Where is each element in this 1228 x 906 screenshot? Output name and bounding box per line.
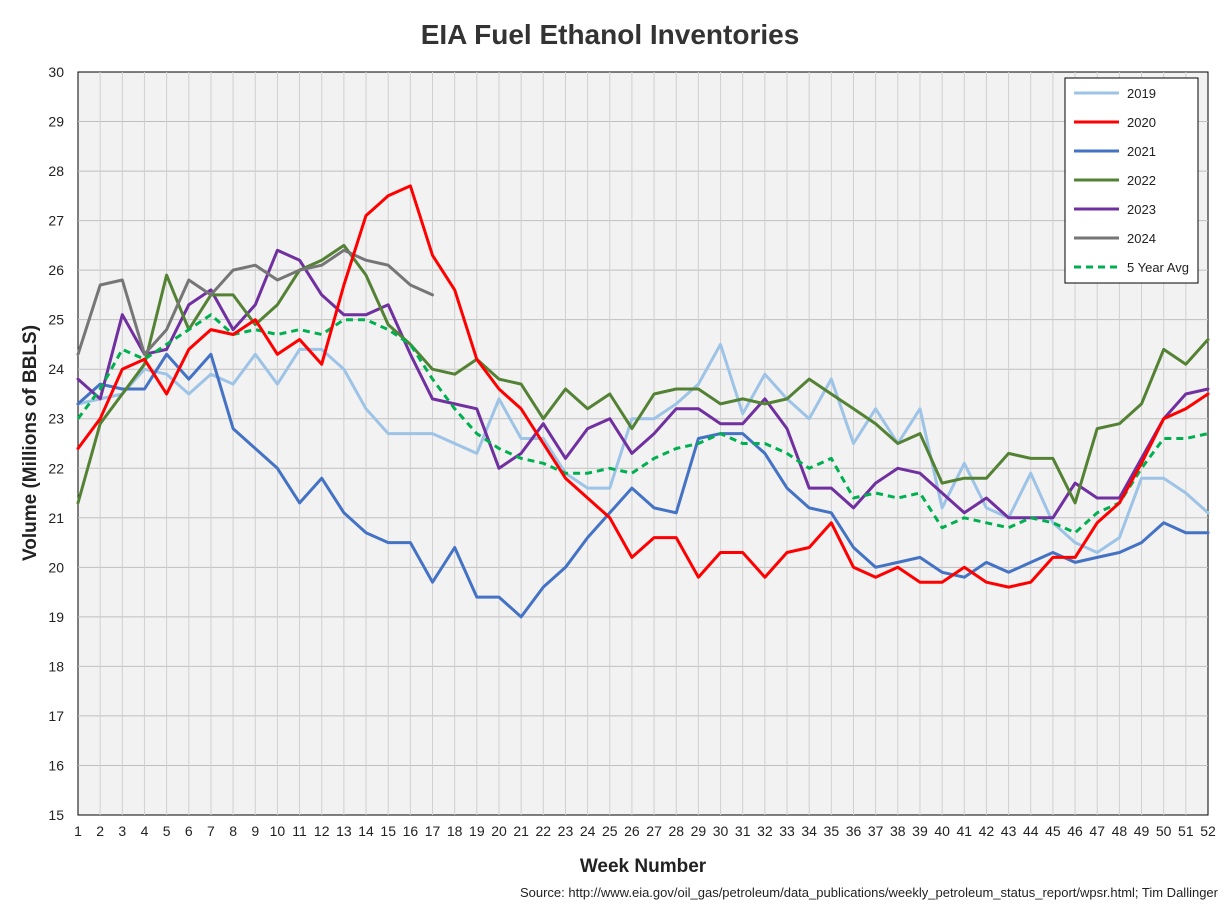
x-tick-label: 8 bbox=[229, 823, 237, 839]
legend-label: 2022 bbox=[1127, 173, 1156, 188]
legend-label: 2020 bbox=[1127, 115, 1156, 130]
series-line-2023 bbox=[76, 248, 1210, 520]
y-tick-label: 27 bbox=[48, 213, 64, 229]
y-tick-label: 22 bbox=[48, 460, 64, 476]
x-tick-label: 11 bbox=[292, 823, 307, 839]
y-tick-label: 21 bbox=[48, 510, 64, 526]
series-line-2022 bbox=[76, 243, 1210, 505]
x-tick-label: 23 bbox=[558, 823, 574, 839]
x-tick-label: 45 bbox=[1045, 823, 1061, 839]
x-tick-label: 29 bbox=[691, 823, 707, 839]
x-tick-label: 21 bbox=[513, 823, 529, 839]
y-tick-label: 20 bbox=[48, 559, 64, 575]
x-tick-label: 26 bbox=[624, 823, 640, 839]
x-axis-label: Week Number bbox=[580, 856, 707, 877]
series-line-2024 bbox=[76, 248, 434, 356]
x-tick-label: 37 bbox=[868, 823, 884, 839]
x-tick-label: 12 bbox=[314, 823, 330, 839]
x-tick-label: 27 bbox=[646, 823, 662, 839]
x-tick-label: 48 bbox=[1112, 823, 1128, 839]
x-tick-label: 43 bbox=[1001, 823, 1017, 839]
x-tick-label: 49 bbox=[1134, 823, 1150, 839]
y-axis-label: Volume (Millions of BBLS) bbox=[20, 325, 41, 561]
x-tick-label: 4 bbox=[141, 823, 149, 839]
legend-label: 2021 bbox=[1127, 144, 1156, 159]
y-tick-label: 17 bbox=[48, 708, 64, 724]
x-tick-label: 34 bbox=[801, 823, 817, 839]
x-tick-label: 52 bbox=[1200, 823, 1216, 839]
x-tick-label: 38 bbox=[890, 823, 906, 839]
x-tick-label: 9 bbox=[251, 823, 259, 839]
y-tick-label: 26 bbox=[48, 262, 64, 278]
x-tick-label: 13 bbox=[336, 823, 352, 839]
y-tick-label: 30 bbox=[48, 64, 64, 80]
x-tick-label: 28 bbox=[668, 823, 684, 839]
series-line-2019 bbox=[76, 342, 1210, 554]
x-tick-label: 40 bbox=[934, 823, 950, 839]
x-tick-label: 41 bbox=[956, 823, 972, 839]
x-tick-label: 30 bbox=[713, 823, 729, 839]
y-tick-label: 15 bbox=[48, 807, 64, 823]
legend-label: 2019 bbox=[1127, 86, 1156, 101]
x-tick-label: 20 bbox=[491, 823, 507, 839]
x-tick-label: 3 bbox=[118, 823, 126, 839]
y-tick-label: 24 bbox=[48, 361, 64, 377]
x-tick-label: 18 bbox=[447, 823, 463, 839]
x-tick-label: 10 bbox=[270, 823, 286, 839]
x-tick-label: 46 bbox=[1067, 823, 1083, 839]
chart-title: EIA Fuel Ethanol Inventories bbox=[421, 19, 800, 50]
y-tick-label: 18 bbox=[48, 658, 64, 674]
legend: 2019 2020 2021 2022 2023 2024 5 Year Avg bbox=[1064, 77, 1199, 284]
x-tick-label: 19 bbox=[469, 823, 485, 839]
y-tick-labels: 15 16 17 18 19 20 21 22 23 24 25 26 27 28 29 30 bbox=[48, 64, 64, 823]
x-tick-label: 36 bbox=[846, 823, 862, 839]
series-line-5-year-avg bbox=[76, 313, 1209, 535]
x-tick-label: 42 bbox=[979, 823, 995, 839]
x-tick-label: 22 bbox=[536, 823, 552, 839]
x-tick-label: 44 bbox=[1023, 823, 1039, 839]
x-tick-label: 39 bbox=[912, 823, 928, 839]
source-note: Source: http://www.eia.gov/oil_gas/petro… bbox=[520, 885, 1219, 900]
x-tick-label: 25 bbox=[602, 823, 618, 839]
x-tick-label: 5 bbox=[163, 823, 171, 839]
x-tick-label: 35 bbox=[824, 823, 840, 839]
x-tick-label: 31 bbox=[735, 823, 751, 839]
x-tick-label: 1 bbox=[74, 823, 82, 839]
legend-label: 2023 bbox=[1127, 202, 1156, 217]
y-tick-label: 28 bbox=[48, 163, 64, 179]
y-tick-label: 25 bbox=[48, 312, 64, 328]
x-tick-label: 15 bbox=[380, 823, 396, 839]
series-line-2021 bbox=[76, 352, 1210, 619]
series-lines bbox=[76, 184, 1210, 619]
x-tick-label: 6 bbox=[185, 823, 193, 839]
y-tick-label: 19 bbox=[48, 609, 64, 625]
y-tick-label: 29 bbox=[48, 114, 64, 130]
x-tick-label: 50 bbox=[1156, 823, 1172, 839]
x-tick-labels: 1 2 3 4 5 6 7 8 9 10 11 12 13 14 15 16 17 18 19 20 21 22 23 24 2… bbox=[74, 823, 1216, 839]
x-tick-label: 24 bbox=[580, 823, 596, 839]
x-tick-label: 51 bbox=[1178, 823, 1194, 839]
x-tick-label: 16 bbox=[403, 823, 419, 839]
x-tick-label: 14 bbox=[358, 823, 374, 839]
y-tick-label: 23 bbox=[48, 411, 64, 427]
x-tick-label: 7 bbox=[207, 823, 215, 839]
series-line-2020 bbox=[76, 184, 1210, 589]
legend-label: 2024 bbox=[1127, 231, 1156, 246]
legend-label: 5 Year Avg bbox=[1127, 260, 1189, 275]
x-tick-label: 47 bbox=[1089, 823, 1105, 839]
x-tick-label: 33 bbox=[779, 823, 795, 839]
x-tick-label: 32 bbox=[757, 823, 773, 839]
x-tick-label: 2 bbox=[96, 823, 104, 839]
y-tick-label: 16 bbox=[48, 757, 64, 773]
x-tick-label: 17 bbox=[425, 823, 441, 839]
